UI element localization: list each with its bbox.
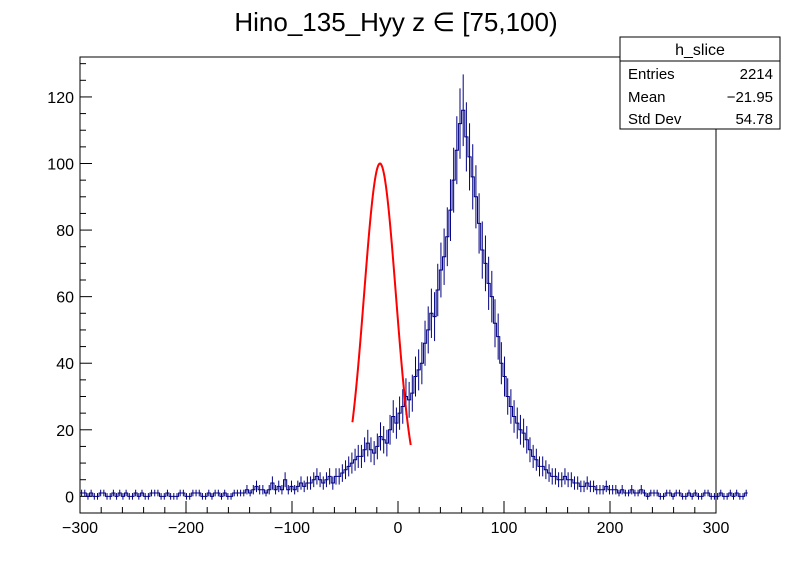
stats-box-frame (619, 36, 781, 130)
stats-box-title: h_slice (675, 42, 725, 59)
chart-title: Hino_135_Hyy z ∈ [75,100) (234, 7, 557, 37)
stats-stddev-label: Std Dev (628, 111, 682, 128)
histogram-outline (80, 109, 748, 497)
x-tick-label: 300 (703, 520, 730, 537)
y-tick-label: 120 (47, 90, 74, 107)
x-tick-label: 200 (597, 520, 624, 537)
fit-curve (351, 162, 412, 446)
stats-entries-label: Entries (628, 66, 675, 83)
stats-entries-value: 2214 (740, 66, 773, 83)
y-axis: 0 20 40 60 80 100 120 (47, 63, 92, 506)
x-tick-label: 100 (491, 520, 518, 537)
stats-mean-label: Mean (628, 89, 666, 106)
y-tick-label: 40 (56, 356, 74, 373)
y-tick-label: 20 (56, 423, 74, 440)
stats-stddev-value: 54.78 (735, 111, 773, 128)
y-tick-label: 0 (65, 489, 74, 506)
x-tick-label: −200 (168, 520, 204, 537)
x-tick-label: −100 (274, 520, 310, 537)
y-tick-label: 60 (56, 290, 74, 307)
fit-series (351, 162, 412, 446)
stats-box: h_slice Entries 2214 Mean −21.95 Std Dev… (619, 36, 781, 130)
x-tick-label: 0 (394, 520, 403, 537)
stats-mean-value: −21.95 (727, 89, 773, 106)
histogram-series (80, 74, 748, 500)
y-tick-label: 100 (47, 157, 74, 174)
x-axis: −300 −200 −100 0 100 200 300 (62, 501, 729, 537)
y-tick-label: 80 (56, 223, 74, 240)
x-tick-label: −300 (62, 520, 98, 537)
